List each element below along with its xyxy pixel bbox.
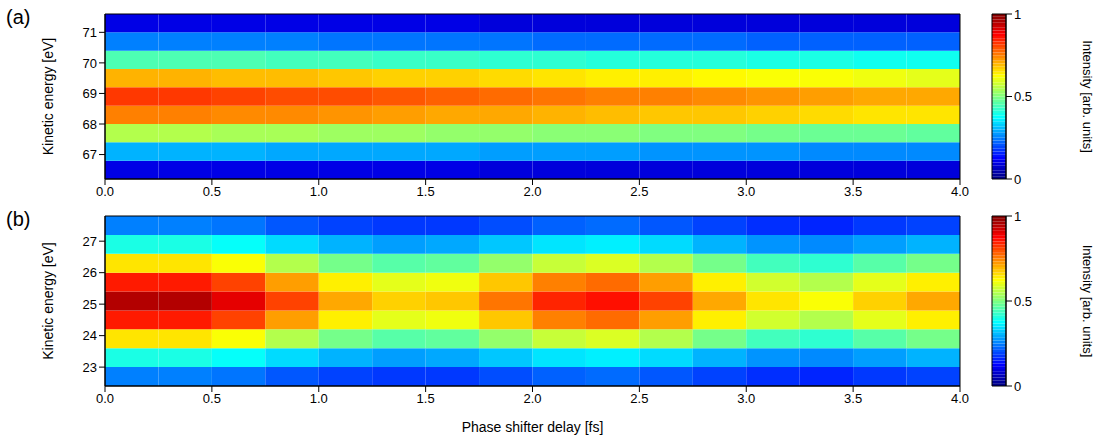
svg-text:2.0: 2.0 bbox=[523, 184, 541, 199]
svg-text:24: 24 bbox=[83, 328, 97, 343]
svg-text:25: 25 bbox=[83, 297, 97, 312]
svg-text:0.5: 0.5 bbox=[203, 391, 221, 406]
svg-text:1.0: 1.0 bbox=[310, 391, 328, 406]
svg-text:0: 0 bbox=[1014, 172, 1021, 187]
svg-text:69: 69 bbox=[83, 86, 97, 101]
svg-text:26: 26 bbox=[83, 265, 97, 280]
svg-text:2.0: 2.0 bbox=[523, 391, 541, 406]
svg-text:3.5: 3.5 bbox=[844, 391, 862, 406]
svg-text:70: 70 bbox=[83, 56, 97, 71]
svg-text:0.5: 0.5 bbox=[1014, 294, 1032, 309]
svg-text:68: 68 bbox=[83, 117, 97, 132]
svg-text:0.0: 0.0 bbox=[96, 184, 114, 199]
svg-text:3.5: 3.5 bbox=[844, 184, 862, 199]
svg-text:Phase shifter delay [fs]: Phase shifter delay [fs] bbox=[462, 419, 604, 435]
svg-text:2.5: 2.5 bbox=[630, 184, 648, 199]
svg-text:67: 67 bbox=[83, 147, 97, 162]
svg-text:1: 1 bbox=[1014, 7, 1021, 22]
svg-text:1.5: 1.5 bbox=[417, 391, 435, 406]
svg-text:0.5: 0.5 bbox=[1014, 89, 1032, 104]
svg-text:2.5: 2.5 bbox=[630, 391, 648, 406]
svg-text:Intensity [arb. units]: Intensity [arb. units] bbox=[1080, 245, 1095, 358]
svg-text:0.5: 0.5 bbox=[203, 184, 221, 199]
svg-text:1.5: 1.5 bbox=[417, 184, 435, 199]
svg-text:Kinetic energy [eV]: Kinetic energy [eV] bbox=[40, 38, 56, 156]
svg-text:23: 23 bbox=[83, 360, 97, 375]
svg-text:Intensity [arb. units]: Intensity [arb. units] bbox=[1080, 40, 1095, 153]
svg-text:3.0: 3.0 bbox=[737, 184, 755, 199]
svg-text:0.0: 0.0 bbox=[96, 391, 114, 406]
html-text:(b): (b) bbox=[6, 208, 31, 230]
svg-text:3.0: 3.0 bbox=[737, 391, 755, 406]
html-text:(a): (a) bbox=[6, 6, 31, 28]
svg-text:4.0: 4.0 bbox=[951, 391, 969, 406]
svg-text:Kinetic energy [eV]: Kinetic energy [eV] bbox=[40, 242, 56, 360]
svg-text:71: 71 bbox=[83, 25, 97, 40]
svg-text:1.0: 1.0 bbox=[310, 184, 328, 199]
svg-text:4.0: 4.0 bbox=[951, 184, 969, 199]
svg-text:27: 27 bbox=[83, 234, 97, 249]
svg-text:0: 0 bbox=[1014, 379, 1021, 394]
svg-text:1: 1 bbox=[1014, 209, 1021, 224]
